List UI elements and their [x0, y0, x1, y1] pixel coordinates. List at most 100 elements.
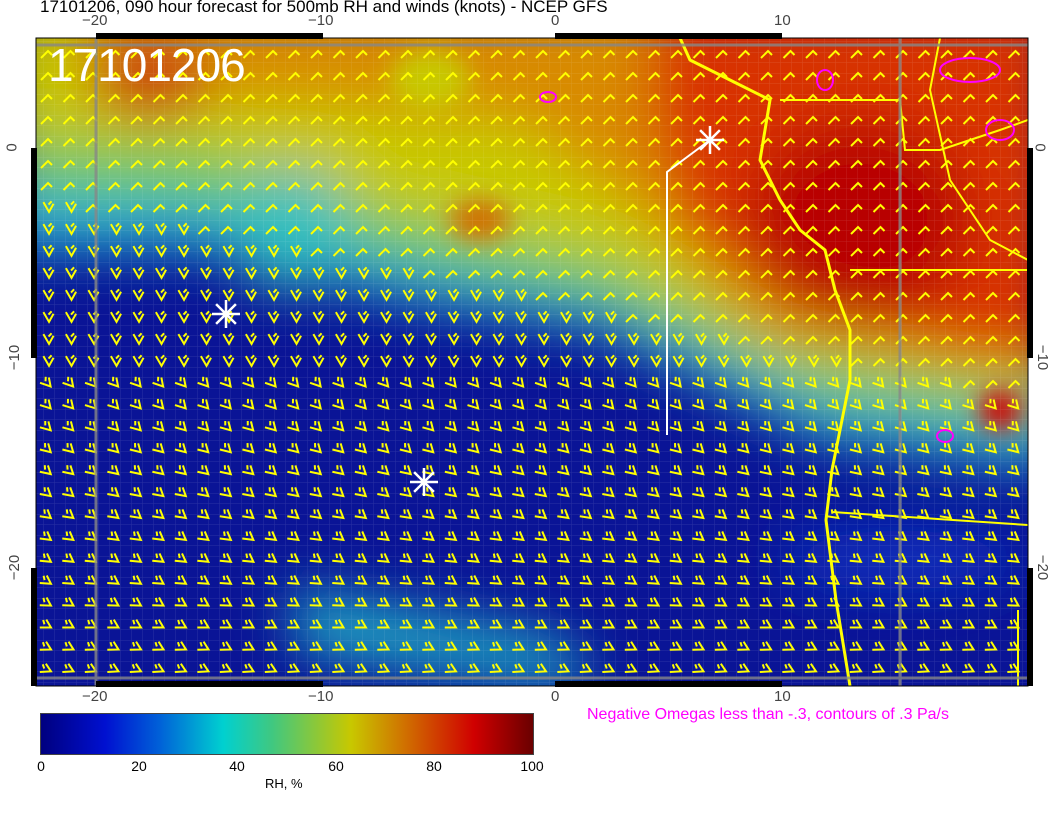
wind-barb	[917, 291, 931, 301]
wind-barb	[355, 49, 368, 59]
wind-barb	[152, 93, 166, 103]
wind-barb	[715, 181, 728, 191]
wind-barb	[489, 641, 503, 651]
wind-barb	[759, 575, 773, 585]
wind-barb	[782, 291, 796, 301]
rh-field	[36, 38, 1028, 686]
colorbar-tick: 0	[37, 758, 45, 774]
wind-barb	[939, 531, 953, 542]
wind-barb	[444, 619, 458, 629]
wind-barb	[827, 663, 841, 674]
wind-barb	[917, 641, 931, 651]
wind-barb	[580, 71, 593, 81]
wind-barb	[129, 531, 143, 542]
wind-barb	[309, 443, 323, 454]
wind-barb	[534, 420, 548, 432]
coastline	[678, 38, 1028, 686]
wind-barb	[827, 420, 840, 432]
wind-barb	[962, 71, 976, 81]
wind-barb	[354, 641, 368, 651]
wind-barb	[309, 619, 323, 629]
wind-barb	[152, 420, 165, 432]
wind-barb	[830, 354, 842, 368]
wind-barb	[872, 619, 886, 629]
wind-barb	[264, 398, 278, 410]
wind-barb	[152, 203, 166, 213]
wind-barb	[940, 181, 953, 191]
wind-barb	[714, 663, 728, 674]
omega-contours	[539, 57, 1015, 443]
wind-barb	[332, 487, 345, 498]
wind-barb	[534, 509, 548, 520]
wind-barb	[290, 354, 302, 368]
wind-barb	[872, 247, 886, 257]
wind-barb	[177, 332, 190, 346]
wind-barb	[129, 443, 143, 454]
wind-barb	[715, 159, 728, 169]
wind-barb	[402, 288, 415, 302]
wind-barb	[582, 332, 595, 346]
wind-barb	[40, 137, 53, 147]
wind-barb	[177, 244, 190, 258]
wind-barb	[512, 269, 526, 279]
wind-barb	[962, 619, 976, 629]
wind-barb	[917, 203, 931, 213]
wind-barb	[265, 203, 278, 213]
wind-barbs	[39, 49, 1021, 674]
wind-barb	[940, 49, 953, 59]
wind-barb	[512, 181, 526, 191]
wind-barb	[354, 465, 368, 476]
wind-barb	[625, 203, 638, 213]
wind-barb	[332, 181, 346, 191]
wind-barb	[917, 115, 931, 125]
wind-barb	[1007, 49, 1021, 59]
wind-barb	[760, 247, 773, 257]
wind-barb	[107, 49, 121, 59]
wind-barb	[579, 420, 593, 432]
wind-barb	[647, 663, 661, 674]
wind-barb	[242, 619, 256, 629]
wind-barb	[62, 553, 76, 563]
wind-barb	[1007, 71, 1021, 81]
wind-barb	[515, 288, 527, 302]
wind-barb	[332, 71, 346, 81]
wind-barb	[422, 619, 436, 629]
wind-barb	[152, 597, 166, 607]
wind-barb	[197, 71, 211, 81]
wind-barb	[1007, 420, 1020, 432]
wind-barb	[647, 181, 661, 191]
x-tick-bottom: 10	[774, 688, 791, 705]
wind-barb	[422, 115, 436, 125]
wind-barb	[377, 575, 391, 585]
wind-barb	[197, 531, 210, 542]
wind-barb	[624, 553, 638, 563]
wind-barb	[515, 354, 527, 368]
wind-barb	[42, 200, 55, 214]
wind-barb	[962, 49, 976, 59]
wind-barb	[872, 487, 885, 498]
wind-barb	[444, 376, 457, 389]
wind-barb	[984, 420, 998, 432]
wind-barb	[737, 376, 750, 389]
wind-barb	[737, 269, 751, 279]
wind-barb	[355, 159, 368, 169]
wind-barb	[557, 575, 571, 585]
wind-barb	[939, 420, 953, 432]
wind-barb	[312, 288, 325, 302]
colorbar-tick: 20	[131, 758, 147, 774]
wind-barb	[265, 181, 278, 191]
wind-barb	[65, 244, 77, 258]
wind-barb	[850, 357, 863, 367]
wind-barb	[715, 247, 728, 257]
wind-barb	[399, 553, 413, 563]
wind-barb	[692, 641, 706, 651]
wind-barb	[332, 465, 345, 476]
wind-barb	[939, 619, 953, 629]
wind-barb	[422, 597, 436, 607]
wind-barb	[197, 137, 211, 147]
wind-barb	[377, 487, 390, 498]
wind-barb	[872, 181, 886, 191]
wind-barb	[692, 115, 706, 125]
wind-barb	[200, 310, 212, 324]
wind-barb	[940, 203, 953, 213]
